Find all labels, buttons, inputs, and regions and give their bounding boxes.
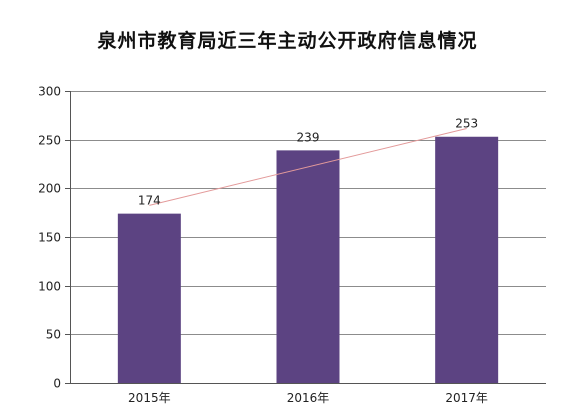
x-tick-label: 2016年 xyxy=(287,391,330,405)
y-tick-label: 250 xyxy=(38,134,61,148)
bar xyxy=(276,150,340,383)
trendline xyxy=(149,127,467,206)
chart-title: 泉州市教育局近三年主动公开政府信息情况 xyxy=(97,30,478,52)
labels: 0 50 100 150 200 250 300 2015年 174 2016年 239 2017年 2… xyxy=(38,85,488,406)
bar xyxy=(435,136,499,383)
y-tick-label: 200 xyxy=(38,182,61,196)
y-tick-label: 300 xyxy=(38,85,61,99)
data-label: 174 xyxy=(138,194,161,208)
axes xyxy=(65,91,546,384)
x-tick-label: 2017年 xyxy=(445,391,488,405)
data-label: 239 xyxy=(297,130,320,144)
trendline-layer xyxy=(149,127,467,206)
bar xyxy=(117,213,181,383)
y-tick-label: 0 xyxy=(53,377,61,391)
y-tick-label: 150 xyxy=(38,231,61,245)
y-tick-label: 100 xyxy=(38,280,61,294)
data-label: 253 xyxy=(455,117,478,131)
y-tick-label: 50 xyxy=(46,328,61,342)
bars xyxy=(117,136,499,383)
x-tick-label: 2015年 xyxy=(128,391,171,405)
